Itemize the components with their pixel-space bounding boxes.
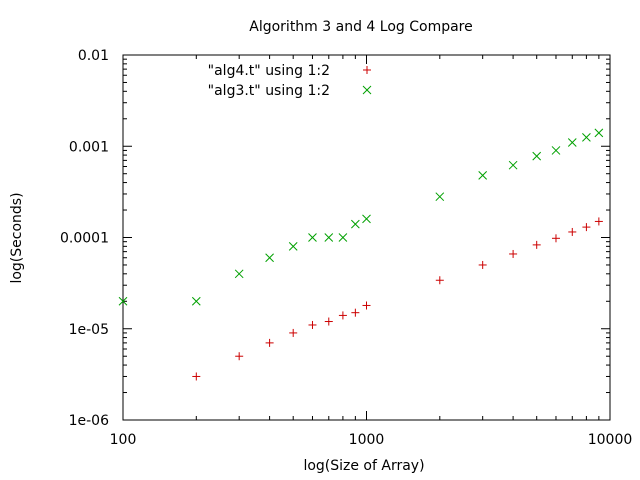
data-point-alg3 — [338, 233, 348, 242]
data-point-alg3 — [567, 138, 577, 147]
data-point-alg4 — [338, 311, 347, 320]
data-point-alg4 — [582, 223, 591, 232]
data-point-alg4 — [351, 308, 360, 317]
data-point-alg3 — [234, 269, 244, 279]
data-point-alg3 — [265, 253, 274, 263]
data-point-alg4 — [568, 227, 577, 236]
x-tick-label: 1000 — [349, 432, 385, 448]
data-point-alg3 — [532, 151, 542, 161]
data-point-alg3 — [551, 146, 561, 155]
data-point-alg4 — [265, 338, 274, 347]
data-point-alg4 — [435, 276, 444, 285]
legend-label-alg3: "alg3.t" using 1:2 — [208, 83, 330, 99]
data-point-alg4 — [509, 249, 518, 258]
data-point-alg3 — [308, 233, 317, 242]
data-point-alg3 — [594, 128, 604, 138]
data-point-alg3 — [362, 214, 371, 224]
legend-marker-alg4 — [363, 66, 371, 74]
y-tick-label: 0.001 — [69, 139, 109, 155]
data-point-alg4 — [594, 217, 603, 226]
axes — [122, 54, 611, 421]
y-axis-title: log(Seconds) — [9, 192, 25, 283]
y-tick-label: 0.01 — [78, 48, 109, 64]
y-tick-label: 0.0001 — [60, 231, 109, 247]
data-point-alg4 — [235, 352, 244, 361]
data-point-alg4 — [478, 260, 487, 269]
data-point-alg4 — [289, 328, 298, 337]
data-point-alg4 — [532, 240, 541, 249]
legend-marker-alg3 — [362, 85, 372, 95]
data-point-alg3 — [324, 233, 334, 242]
data-point-alg3 — [582, 133, 591, 142]
data-point-alg3 — [478, 170, 488, 180]
data-point-alg4 — [192, 372, 201, 381]
data-points — [118, 128, 604, 381]
x-axis: 100 1000 10000 — [110, 55, 633, 448]
data-point-alg3 — [435, 192, 445, 202]
data-point-alg4 — [324, 317, 333, 326]
y-tick-label: 1e-05 — [69, 322, 109, 338]
data-point-alg3 — [351, 219, 360, 229]
data-point-alg3 — [288, 241, 298, 251]
data-point-alg4 — [551, 234, 560, 243]
y-tick-label: 1e-06 — [69, 413, 109, 429]
data-point-alg3 — [508, 160, 518, 170]
data-point-alg3 — [191, 296, 201, 306]
data-point-alg4 — [362, 301, 371, 310]
x-tick-label: 100 — [110, 432, 137, 448]
x-axis-title: log(Size of Array) — [303, 458, 424, 474]
data-point-alg3 — [118, 296, 128, 306]
legend-marker — [363, 66, 371, 74]
data-point-alg4 — [308, 320, 317, 329]
legend-marker — [362, 85, 372, 95]
x-tick-label: 10000 — [588, 432, 633, 448]
chart-title: Algorithm 3 and 4 Log Compare — [249, 19, 472, 35]
legend-label-alg4: "alg4.t" using 1:2 — [208, 63, 330, 79]
y-axis: 0.01 0.001 0.0001 1e-05 1e-06 — [60, 48, 610, 429]
legend: "alg4.t" using 1:2 "alg3.t" using 1:2 — [208, 63, 372, 99]
plot-frame — [122, 54, 611, 421]
